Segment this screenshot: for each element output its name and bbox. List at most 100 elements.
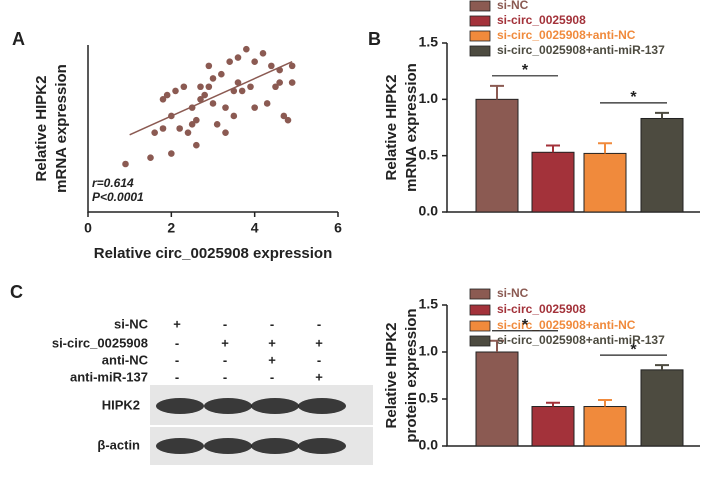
- legend-swatch: [469, 304, 491, 316]
- y-tick-label: 1.0: [419, 90, 439, 106]
- legend-swatch: [469, 45, 491, 57]
- y-axis-label: Relative HIPK2: [383, 323, 400, 429]
- point: [176, 125, 183, 132]
- point: [159, 125, 167, 132]
- bar: [640, 117, 684, 213]
- point: [151, 129, 158, 136]
- point: [230, 87, 238, 95]
- legend-label: si-NC: [497, 286, 529, 300]
- point: [205, 83, 213, 91]
- y-axis-label: Relative HIPK2: [33, 76, 50, 182]
- condition-label: si-circ_0025908: [52, 335, 148, 350]
- y-axis-label: protein expression: [403, 308, 420, 442]
- point: [234, 79, 242, 86]
- panel-label: A: [12, 29, 25, 49]
- bar: [475, 98, 519, 213]
- x-tick-label: 0: [84, 220, 92, 236]
- blot-band: [251, 398, 299, 414]
- bar: [531, 151, 575, 213]
- point: [122, 160, 129, 168]
- band-label: β-actin: [97, 437, 140, 452]
- point: [159, 95, 167, 103]
- y-tick-label: 0.0: [419, 437, 439, 453]
- y-tick-label: 0.0: [419, 203, 439, 219]
- point: [251, 104, 258, 111]
- y-tick-label: 1.5: [419, 296, 439, 312]
- point: [218, 70, 225, 78]
- x-axis-label: Relative circ_0025908 expression: [94, 245, 333, 262]
- condition-sign: -: [175, 369, 179, 384]
- y-axis-label: Relative HIPK2: [383, 75, 400, 181]
- point: [193, 116, 200, 124]
- point: [263, 100, 271, 107]
- panel-label: C: [10, 282, 23, 302]
- point: [172, 87, 179, 95]
- blot-band: [204, 398, 252, 414]
- point: [288, 79, 296, 86]
- bar: [531, 406, 575, 447]
- legend-swatch: [469, 15, 491, 27]
- y-tick-label: 0.5: [419, 390, 439, 406]
- bar: [583, 406, 627, 447]
- point: [222, 104, 229, 111]
- point: [213, 121, 221, 128]
- y-tick-label: 1.5: [419, 34, 439, 50]
- condition-sign: +: [315, 335, 323, 350]
- y-axis-label: mRNA expression: [403, 63, 420, 192]
- legend-label: si-circ_0025908+anti-NC: [497, 318, 636, 332]
- point: [243, 45, 250, 53]
- annotation: P<0.0001: [92, 190, 144, 204]
- point: [188, 121, 196, 128]
- band-label: HIPK2: [102, 397, 140, 412]
- legend-swatch: [469, 288, 491, 300]
- point: [163, 91, 171, 99]
- point: [276, 66, 283, 74]
- annotation: r=0.614: [92, 176, 134, 190]
- legend-swatch: [469, 320, 491, 332]
- point: [168, 112, 175, 120]
- condition-sign: -: [175, 352, 179, 367]
- x-tick-label: 6: [334, 220, 342, 236]
- legend-swatch: [469, 0, 491, 12]
- point: [284, 116, 292, 124]
- x-tick-label: 4: [251, 220, 259, 236]
- point: [280, 112, 288, 120]
- condition-sign: -: [223, 316, 227, 331]
- point: [180, 83, 188, 91]
- legend-label: si-circ_0025908: [497, 302, 586, 316]
- trend-line: [129, 61, 293, 136]
- blot-band: [204, 438, 252, 454]
- error-bar: [655, 111, 669, 119]
- condition-sign: -: [175, 335, 179, 350]
- condition-sign: +: [173, 316, 181, 331]
- point: [234, 54, 242, 61]
- point: [222, 129, 229, 136]
- condition-sign: +: [221, 335, 229, 350]
- point: [205, 62, 213, 70]
- bar: [475, 351, 519, 447]
- y-tick-label: 1.0: [419, 343, 439, 359]
- point: [259, 50, 267, 57]
- error-bar: [546, 144, 560, 153]
- significance-label: *: [522, 62, 529, 79]
- point: [238, 87, 246, 95]
- error-bar: [546, 401, 560, 407]
- legend-label: si-circ_0025908+anti-miR-137: [497, 43, 665, 57]
- legend-swatch: [469, 30, 491, 42]
- blot-band: [298, 398, 346, 414]
- condition-sign: +: [268, 335, 276, 350]
- condition-sign: -: [317, 316, 321, 331]
- error-bar: [598, 398, 612, 407]
- point: [251, 58, 258, 65]
- blot-band: [156, 438, 204, 454]
- point: [272, 83, 279, 91]
- point: [193, 141, 200, 149]
- point: [197, 95, 204, 103]
- y-tick-label: 0.5: [419, 146, 439, 162]
- blot-band: [251, 438, 299, 454]
- point: [184, 129, 192, 136]
- legend-label: si-circ_0025908+anti-NC: [497, 28, 636, 42]
- point: [230, 112, 238, 120]
- point: [197, 83, 204, 91]
